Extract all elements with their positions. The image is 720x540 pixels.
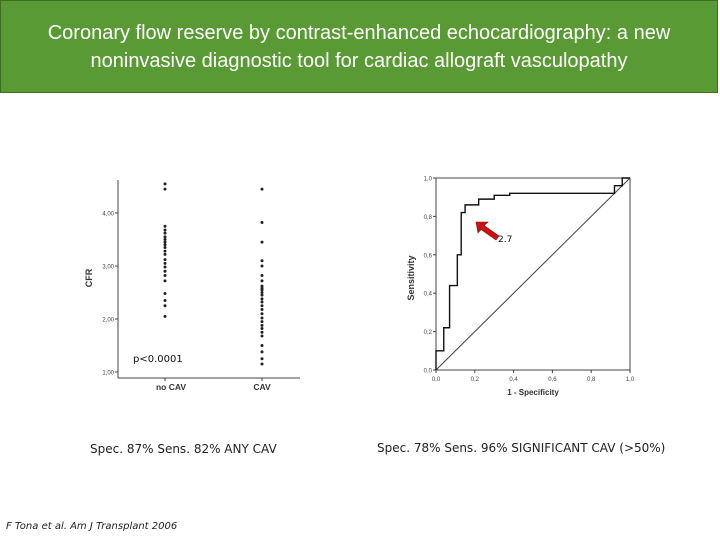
data-point (260, 288, 264, 292)
data-point (260, 320, 264, 324)
y-tick-label: 0,2 (424, 330, 433, 336)
data-point (163, 298, 167, 302)
data-point (163, 224, 167, 228)
data-point (260, 323, 264, 327)
y-tick-label: 0,8 (424, 215, 433, 221)
data-point (163, 243, 167, 247)
data-point (260, 291, 264, 294)
data-point (260, 327, 264, 331)
right-caption: Spec. 78% Sens. 96% SIGNIFICANT CAV (>50… (377, 441, 666, 455)
data-point (260, 312, 264, 316)
data-point (260, 221, 264, 225)
data-point (260, 284, 264, 288)
data-point (260, 350, 264, 354)
cutoff-arrow (475, 221, 500, 241)
data-point (260, 316, 264, 320)
title-bar: Coronary flow reserve by contrast-enhanc… (0, 0, 718, 93)
data-point (163, 304, 167, 308)
x-tick-label: 0,0 (432, 377, 441, 383)
y-axis-label: CFR (84, 268, 94, 287)
data-point (260, 304, 264, 308)
data-point (163, 249, 167, 253)
data-point (163, 235, 167, 239)
data-point (260, 362, 264, 366)
data-point (260, 274, 264, 278)
y-tick-label: 0,6 (424, 253, 433, 259)
data-point (163, 292, 167, 296)
reference-diagonal (435, 177, 631, 371)
data-point (163, 240, 167, 244)
data-point (163, 182, 167, 186)
x-tick-label: 1,0 (626, 377, 635, 383)
data-point (163, 187, 167, 191)
data-point (260, 334, 264, 338)
cfr-dot-plot: 1,00 2,00 3,00 4,00 no CAV CAV CFR p<0.0001 (84, 180, 300, 392)
plot-frame (435, 177, 631, 371)
y-tick-label: 4,00 (102, 212, 114, 218)
data-point (163, 261, 167, 265)
x-axis-label: 1 - Specificity (507, 388, 559, 397)
data-point (163, 238, 167, 241)
slide-title: Coronary flow reserve by contrast-enhanc… (47, 21, 671, 72)
data-point (163, 265, 167, 269)
data-point (163, 231, 167, 235)
y-tick-label: 0,4 (424, 292, 433, 298)
data-point (260, 344, 264, 347)
data-point (260, 279, 264, 283)
data-point (260, 259, 264, 263)
cutoff-annotation: 2.7 (498, 235, 512, 245)
x-tick-label: 0,2 (471, 377, 480, 383)
x-category-label: CAV (253, 382, 271, 392)
data-point (260, 187, 264, 191)
data-point (163, 314, 167, 318)
data-point (260, 330, 264, 334)
data-point (260, 240, 264, 244)
left-caption: Spec. 87% Sens. 82% ANY CAV (90, 442, 277, 456)
data-point (260, 300, 264, 304)
p-value-annotation: p<0.0001 (133, 354, 183, 365)
data-point (260, 357, 264, 361)
y-tick-label: 1,0 (424, 177, 433, 183)
roc-curve-chart: 0,0 0,2 0,4 0,6 0,8 1,0 0,0 0,2 0,4 0,6 0,8 1,0 1 - … (406, 177, 635, 398)
data-point (260, 307, 264, 311)
y-tick-label: 0,0 (424, 369, 433, 375)
data-point (163, 252, 167, 256)
y-tick-label: 1,00 (102, 371, 114, 377)
y-tick-label: 3,00 (102, 265, 114, 271)
data-point (163, 274, 167, 278)
roc-curve-line (435, 177, 630, 370)
y-tick-label: 2,00 (102, 318, 114, 324)
citation: F Tona et al. Am J Transplant 2006 (6, 521, 178, 532)
x-category-label: no CAV (156, 382, 186, 392)
x-tick-label: 0,4 (509, 377, 518, 383)
data-point (260, 293, 264, 297)
data-point (163, 269, 167, 273)
data-point (163, 279, 167, 283)
data-point (260, 264, 264, 268)
x-tick-label: 0,6 (548, 377, 557, 383)
y-axis-label: Sensitivity (406, 255, 416, 300)
data-point (163, 258, 167, 262)
data-point (163, 228, 167, 232)
x-tick-label: 0,8 (587, 377, 596, 383)
data-point (260, 297, 264, 301)
data-point (163, 245, 167, 249)
